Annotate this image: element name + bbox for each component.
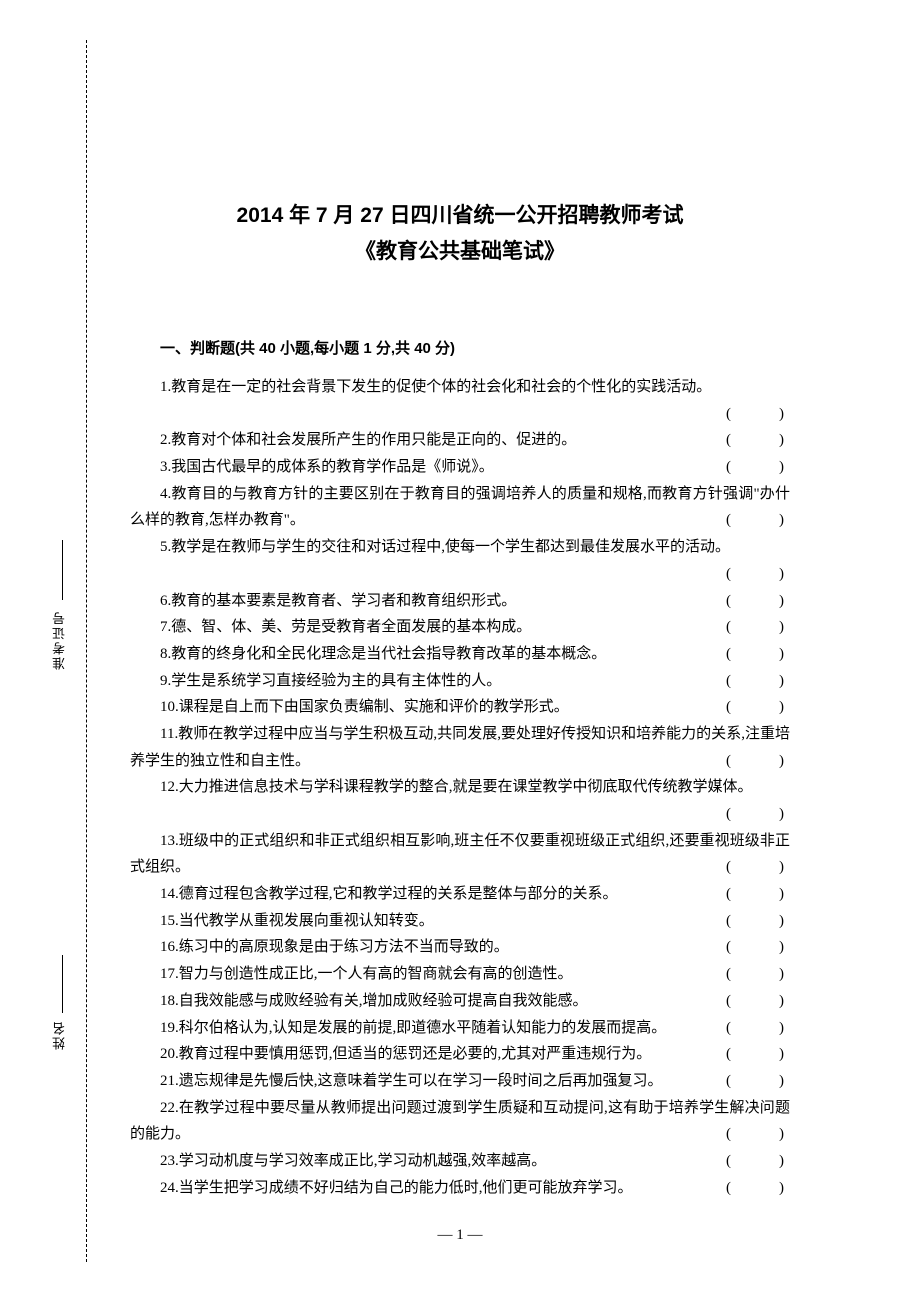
answer-blank[interactable]: ( ) [688,1121,790,1148]
question-item: 19.科尔伯格认为,认知是发展的前提,即道德水平随着认知能力的发展而提高。 ( ) [130,1015,790,1042]
binding-dashed-line [86,40,87,1262]
question-text: 18.自我效能感与成败经验有关,增加成败经验可提高自我效能感。 [160,993,588,1009]
answer-blank[interactable]: ( ) [688,748,790,775]
question-item: 12.大力推进信息技术与学科课程教学的整合,就是要在课堂教学中彻底取代传统教学媒… [130,774,790,827]
question-text: 21.遗忘规律是先慢后快,这意味着学生可以在学习一段时间之后再加强复习。 [160,1073,663,1089]
question-text: 12.大力推进信息技术与学科课程教学的整合,就是要在课堂教学中彻底取代传统教学媒… [160,779,753,795]
question-text: 2.教育对个体和社会发展所产生的作用只能是正向的、促进的。 [160,432,576,448]
answer-blank[interactable]: ( ) [688,908,790,935]
document-subtitle: 《教育公共基础笔试》 [130,236,790,268]
answer-blank[interactable]: ( ) [688,454,790,481]
question-item: 21.遗忘规律是先慢后快,这意味着学生可以在学习一段时间之后再加强复习。 ( ) [130,1068,790,1095]
question-item: 3.我国古代最早的成体系的教育学作品是《师说》。 ( ) [130,454,790,481]
question-item: 17.智力与创造性成正比,一个人有高的智商就会有高的创造性。 ( ) [130,961,790,988]
question-item: 16.练习中的高原现象是由于练习方法不当而导致的。 ( ) [130,934,790,961]
question-item: 15.当代教学从重视发展向重视认知转变。 ( ) [130,908,790,935]
answer-blank[interactable]: ( ) [688,401,790,428]
question-text: 3.我国古代最早的成体系的教育学作品是《师说》。 [160,459,494,475]
page-number: — 1 — [0,1227,920,1244]
answer-blank[interactable]: ( ) [688,588,790,615]
answer-blank[interactable]: ( ) [688,854,790,881]
question-item: 20.教育过程中要慎用惩罚,但适当的惩罚还是必要的,尤其对严重违规行为。 ( ) [130,1041,790,1068]
question-item: 22.在教学过程中要尽量从教师提出问题过渡到学生质疑和互动提问,这有助于培养学生… [130,1095,790,1148]
question-item: 6.教育的基本要素是教育者、学习者和教育组织形式。 ( ) [130,588,790,615]
question-item: 24.当学生把学习成绩不好归结为自己的能力低时,他们更可能放弃学习。 ( ) [130,1175,790,1202]
question-text: 5.教学是在教师与学生的交往和对话过程中,使每一个学生都达到最佳发展水平的活动。 [160,539,730,555]
question-text: 23.学习动机度与学习效率成正比,学习动机越强,效率越高。 [160,1153,546,1169]
question-item: 23.学习动机度与学习效率成正比,学习动机越强,效率越高。 ( ) [130,1148,790,1175]
question-text: 8.教育的终身化和全民化理念是当代社会指导教育改革的基本概念。 [160,646,606,662]
question-item: 18.自我效能感与成败经验有关,增加成败经验可提高自我效能感。 ( ) [130,988,790,1015]
question-text: 14.德育过程包含教学过程,它和教学过程的关系是整体与部分的关系。 [160,886,618,902]
answer-blank[interactable]: ( ) [688,1068,790,1095]
question-item: 9.学生是系统学习直接经验为主的具有主体性的人。 ( ) [130,668,790,695]
question-text: 24.当学生把学习成绩不好归结为自己的能力低时,他们更可能放弃学习。 [160,1180,633,1196]
question-item: 1.教育是在一定的社会背景下发生的促使个体的社会化和社会的个性化的实践活动。 ( … [130,374,790,427]
document-title: 2014 年 7 月 27 日四川省统一公开招聘教师考试 [130,200,790,232]
answer-blank[interactable]: ( ) [688,1041,790,1068]
question-item: 2.教育对个体和社会发展所产生的作用只能是正向的、促进的。 ( ) [130,427,790,454]
question-text: 15.当代教学从重视发展向重视认知转变。 [160,913,434,929]
question-text: 20.教育过程中要慎用惩罚,但适当的惩罚还是必要的,尤其对严重违规行为。 [160,1046,651,1062]
question-item: 8.教育的终身化和全民化理念是当代社会指导教育改革的基本概念。 ( ) [130,641,790,668]
question-text: 6.教育的基本要素是教育者、学习者和教育组织形式。 [160,593,516,609]
name-underline [62,955,63,1013]
answer-blank[interactable]: ( ) [688,507,790,534]
question-text: 17.智力与创造性成正比,一个人有高的智商就会有高的创造性。 [160,966,573,982]
answer-blank[interactable]: ( ) [688,801,790,828]
question-text: 19.科尔伯格认为,认知是发展的前提,即道德水平随着认知能力的发展而提高。 [160,1020,666,1036]
question-item: 14.德育过程包含教学过程,它和教学过程的关系是整体与部分的关系。 ( ) [130,881,790,908]
name-label: 姓名 [50,1020,69,1050]
question-item: 13.班级中的正式组织和非正式组织相互影响,班主任不仅要重视班级正式组织,还要重… [130,828,790,881]
answer-blank[interactable]: ( ) [688,1015,790,1042]
answer-blank[interactable]: ( ) [688,614,790,641]
question-item: 11.教师在教学过程中应当与学生积极互动,共同发展,要处理好传授知识和培养能力的… [130,721,790,774]
question-text: 7.德、智、体、美、劳是受教育者全面发展的基本构成。 [160,619,531,635]
answer-blank[interactable]: ( ) [688,881,790,908]
answer-blank[interactable]: ( ) [688,1148,790,1175]
answer-blank[interactable]: ( ) [688,561,790,588]
section-heading: 一、判断题(共 40 小题,每小题 1 分,共 40 分) [130,337,790,358]
answer-blank[interactable]: ( ) [688,988,790,1015]
exam-id-underline [62,540,63,600]
question-text: 16.练习中的高原现象是由于练习方法不当而导致的。 [160,939,509,955]
answer-blank[interactable]: ( ) [688,427,790,454]
answer-blank[interactable]: ( ) [688,641,790,668]
question-text: 9.学生是系统学习直接经验为主的具有主体性的人。 [160,673,501,689]
question-text: 1.教育是在一定的社会背景下发生的促使个体的社会化和社会的个性化的实践活动。 [160,379,711,395]
page-content: 2014 年 7 月 27 日四川省统一公开招聘教师考试 《教育公共基础笔试》 … [130,200,790,1201]
question-text: 10.课程是自上而下由国家负责编制、实施和评价的教学形式。 [160,699,569,715]
answer-blank[interactable]: ( ) [688,668,790,695]
answer-blank[interactable]: ( ) [688,694,790,721]
answer-blank[interactable]: ( ) [688,961,790,988]
question-item: 7.德、智、体、美、劳是受教育者全面发展的基本构成。 ( ) [130,614,790,641]
answer-blank[interactable]: ( ) [688,934,790,961]
question-item: 5.教学是在教师与学生的交往和对话过程中,使每一个学生都达到最佳发展水平的活动。… [130,534,790,587]
question-list: 1.教育是在一定的社会背景下发生的促使个体的社会化和社会的个性化的实践活动。 ( … [130,374,790,1201]
question-item: 4.教育目的与教育方针的主要区别在于教育目的强调培养人的质量和规格,而教育方针强… [130,481,790,534]
question-item: 10.课程是自上而下由国家负责编制、实施和评价的教学形式。 ( ) [130,694,790,721]
exam-id-label: 准考证号 [50,610,69,670]
answer-blank[interactable]: ( ) [688,1175,790,1202]
